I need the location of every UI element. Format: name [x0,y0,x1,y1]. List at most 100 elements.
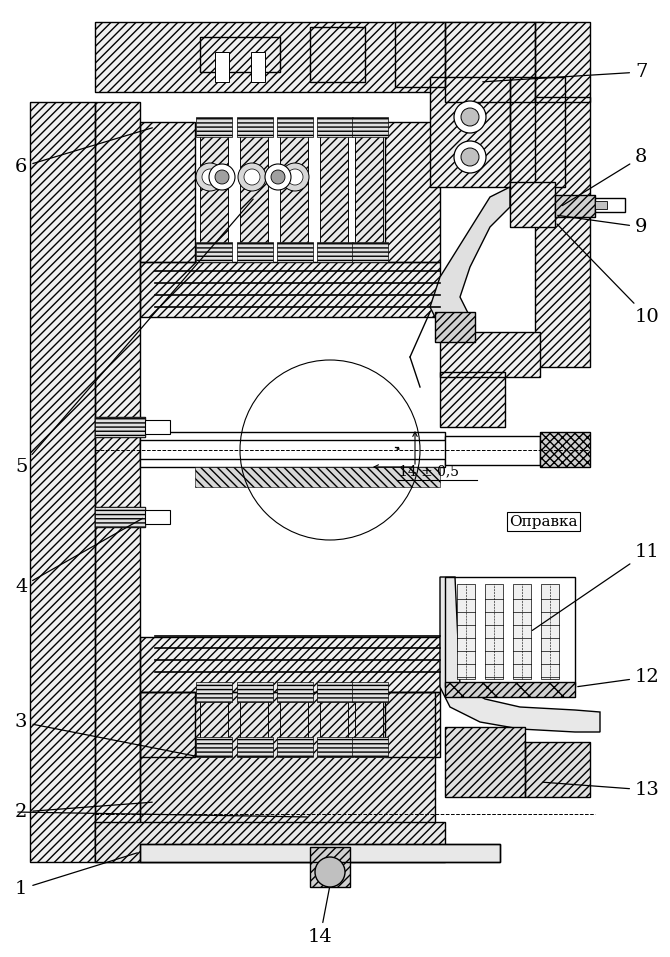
Circle shape [287,169,303,185]
Bar [485,584,503,679]
Text: 9: 9 [557,215,647,236]
Bar [140,262,440,317]
Bar [445,22,535,102]
Circle shape [454,141,486,173]
Bar [30,102,95,862]
Circle shape [202,169,218,185]
Bar [140,692,435,827]
Text: 12: 12 [578,668,660,686]
Circle shape [196,163,224,191]
Bar [430,77,510,187]
Bar [555,195,595,217]
Bar [140,122,195,262]
Bar [237,117,273,137]
Circle shape [244,169,260,185]
Bar [280,692,308,757]
Bar [385,122,440,262]
Bar [535,97,590,367]
Bar [395,22,445,87]
Bar [140,844,500,862]
Bar [30,102,95,862]
Bar [280,122,308,262]
Bar [445,22,535,102]
Text: Оправка: Оправка [509,515,578,528]
Bar [540,432,590,467]
Bar [352,737,388,757]
Bar [251,52,265,82]
Text: 11: 11 [532,543,660,631]
Bar [317,682,353,702]
Polygon shape [440,577,600,732]
Bar [355,122,383,262]
Bar [535,22,590,102]
Text: 13: 13 [543,781,660,799]
Bar [140,692,435,827]
Text: 14 ± 0,5: 14 ± 0,5 [399,464,459,478]
Bar [355,692,383,757]
Bar [95,22,435,92]
Bar [196,242,232,262]
Bar [200,692,228,757]
Bar [595,198,625,212]
Bar [510,77,565,187]
Bar [445,682,575,697]
Bar [140,692,195,757]
Bar [277,117,313,137]
Bar [140,692,195,757]
Bar [140,637,440,692]
Bar [310,847,350,887]
Text: 2: 2 [15,802,152,821]
Bar [95,102,140,862]
Bar [440,332,540,377]
Bar [457,584,475,679]
Circle shape [281,163,309,191]
Bar [440,332,540,377]
Text: 3: 3 [15,713,197,756]
Bar [277,682,313,702]
Bar [95,417,145,437]
Text: 7: 7 [483,63,647,82]
Text: 4: 4 [15,519,143,596]
Bar [320,692,348,757]
Bar [237,737,273,757]
Bar [310,27,365,82]
Bar [445,727,525,797]
Bar [510,182,555,227]
Text: 6: 6 [15,128,152,176]
Bar [317,737,353,757]
Bar [440,372,505,427]
Bar [215,52,229,82]
Bar [95,507,145,527]
Bar [445,682,575,697]
Bar [555,195,595,217]
Bar [145,420,170,434]
Bar [277,737,313,757]
Bar [200,122,228,262]
Bar [240,122,268,262]
Bar [95,417,145,437]
Circle shape [315,857,345,887]
Bar [240,692,268,757]
Bar [277,242,313,262]
Bar [535,22,590,102]
Bar [525,742,590,797]
Circle shape [461,108,479,126]
Bar [352,682,388,702]
Bar [95,507,145,527]
Polygon shape [430,187,510,337]
Circle shape [265,164,291,190]
Bar [280,122,308,262]
Bar [237,682,273,702]
Bar [320,122,348,262]
Bar [513,584,531,679]
Bar [352,117,388,137]
Bar [200,692,228,757]
Circle shape [209,164,235,190]
Bar [196,682,232,702]
Bar [430,77,510,187]
Bar [440,372,505,427]
Circle shape [271,170,285,184]
Bar [140,122,195,262]
Bar [95,822,445,862]
Bar [140,432,445,467]
